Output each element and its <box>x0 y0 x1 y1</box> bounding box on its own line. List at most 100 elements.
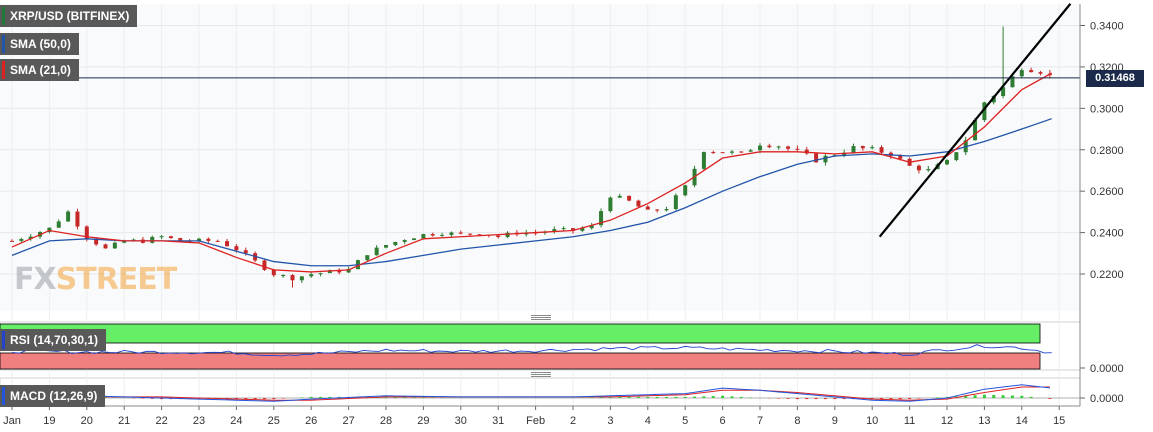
grid-layer <box>0 4 1081 407</box>
x-tick-label: 30 <box>455 415 467 427</box>
macd-swatch <box>2 387 5 405</box>
candle-body <box>271 269 276 276</box>
y-tick-label: 0.2800 <box>1090 145 1124 157</box>
legend-pair[interactable]: XRP/USD (BITFINEX) <box>0 5 138 27</box>
x-tick-label: 6 <box>720 415 726 427</box>
candle-body <box>505 232 510 238</box>
candle-body <box>75 211 80 227</box>
candle-body <box>94 238 99 245</box>
sma21-swatch <box>2 61 5 79</box>
legend-macd[interactable]: MACD (12,26,9) <box>0 385 106 407</box>
candle-body <box>159 236 164 238</box>
watermark-fx: FX <box>14 262 57 297</box>
candle-body <box>991 96 996 103</box>
candle-body <box>281 275 286 277</box>
x-tick-label: Feb <box>526 415 545 427</box>
x-tick-label: 24 <box>230 415 242 427</box>
candle-body <box>19 238 24 241</box>
candle-body <box>412 238 417 241</box>
panel-resize-handle-rsi[interactable] <box>531 315 551 320</box>
rsi-line <box>11 344 1052 357</box>
candle-body <box>645 206 650 210</box>
x-tick-label: 2 <box>570 415 576 427</box>
rsi-panel <box>0 323 1052 370</box>
sma50-line <box>11 118 1052 267</box>
candle-body <box>477 234 482 236</box>
rsi-axis-label: 0.0000 <box>1090 363 1124 375</box>
candle-body <box>973 120 978 141</box>
x-tick-label: 11 <box>904 415 915 427</box>
macd-axis-label: 0.0000 <box>1090 393 1124 405</box>
candle-body <box>664 209 669 211</box>
rsi-overbought-band <box>0 323 1041 344</box>
moving-average-layer <box>11 72 1053 273</box>
candle-body <box>131 239 136 241</box>
axis-layer: 0.22000.24000.26000.28000.30000.32000.34… <box>0 4 1124 427</box>
y-tick-label: 0.2400 <box>1090 228 1124 240</box>
candle-body <box>1038 72 1043 74</box>
candle-body <box>393 241 398 246</box>
macd-panel <box>0 384 1080 402</box>
candle-body <box>823 155 828 163</box>
x-tick-label: 31 <box>492 415 504 427</box>
candle-body <box>225 241 230 247</box>
candle-body <box>729 151 734 153</box>
candle-body <box>374 247 379 256</box>
rsi-swatch <box>2 331 5 349</box>
candle-body <box>898 155 903 159</box>
candle-body <box>327 270 332 274</box>
candle-body <box>655 209 660 211</box>
candle-body <box>10 240 14 242</box>
candle-body <box>318 273 323 275</box>
legend-sma50[interactable]: SMA (50,0) <box>0 33 79 55</box>
candle-body <box>384 245 388 248</box>
candle-body <box>851 146 856 153</box>
candle-body <box>701 152 706 169</box>
candle-body <box>337 270 342 273</box>
candle-body <box>580 228 585 231</box>
candle-body <box>168 236 173 239</box>
candle-body <box>748 150 753 152</box>
trendline <box>878 3 1072 238</box>
candle-body <box>299 276 304 281</box>
x-tick-label: 22 <box>155 415 167 427</box>
legend-sma21-label: SMA (21,0) <box>10 63 71 77</box>
legend-sma21[interactable]: SMA (21,0) <box>0 59 79 81</box>
candle-body <box>56 221 61 228</box>
legend-rsi-label: RSI (14,70,30,1) <box>10 333 99 347</box>
legend-rsi[interactable]: RSI (14,70,30,1) <box>0 329 107 351</box>
x-tick-label: 13 <box>978 415 990 427</box>
x-tick-label: 10 <box>866 415 878 427</box>
x-tick-label: 4 <box>645 415 651 427</box>
candle-body <box>673 195 678 210</box>
x-tick-label: 29 <box>417 415 429 427</box>
candle-body <box>561 228 566 230</box>
legend-sma50-label: SMA (50,0) <box>10 37 71 51</box>
sma21-line <box>11 72 1053 273</box>
x-tick-label: 21 <box>118 415 130 427</box>
x-tick-label: 5 <box>682 415 688 427</box>
rsi-oversold-band <box>0 352 1041 370</box>
candle-body <box>122 240 127 243</box>
y-tick-label: 0.2200 <box>1090 269 1124 281</box>
candle-body <box>879 147 884 153</box>
candle-body <box>496 235 501 238</box>
x-tick-label: 26 <box>305 415 317 427</box>
watermark-street: STREET <box>55 262 178 297</box>
current-price-tag: 0.31468 <box>1086 70 1144 87</box>
candle-body <box>449 232 454 235</box>
candle-body <box>112 242 117 249</box>
candle-body <box>262 260 267 270</box>
x-tick-label: 25 <box>268 415 280 427</box>
x-tick-label: 15 <box>1053 415 1065 427</box>
candle-body <box>234 246 239 251</box>
panel-resize-handle-macd[interactable] <box>531 372 551 377</box>
x-tick-label: 12 <box>941 415 953 427</box>
x-tick-label: 9 <box>832 415 838 427</box>
candle-body <box>28 236 33 239</box>
y-tick-label: 0.3000 <box>1090 103 1124 115</box>
x-tick-label: 3 <box>607 415 613 427</box>
candle-body <box>804 149 809 154</box>
candle-body <box>711 152 716 154</box>
